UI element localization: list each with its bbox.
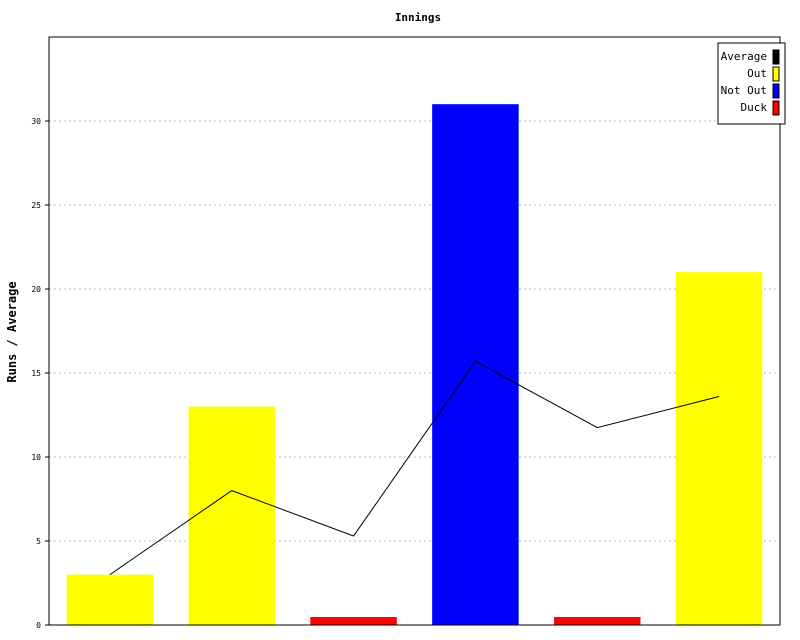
y-tick-label: 25 xyxy=(31,201,41,210)
bar-duck xyxy=(310,617,397,625)
legend-swatch-out xyxy=(772,66,780,82)
y-tick-label: 0 xyxy=(36,621,41,630)
y-axis-ticks: 0 5 10 15 20 25 30 xyxy=(31,117,49,630)
legend-swatch-average xyxy=(772,49,780,65)
bar-duck xyxy=(553,617,641,625)
average-line xyxy=(109,360,720,576)
y-tick-label: 5 xyxy=(36,537,41,546)
average-line-series xyxy=(109,360,720,576)
legend: Average Out Not Out Duck xyxy=(717,42,786,125)
y-tick-label: 30 xyxy=(31,117,41,126)
bar-out xyxy=(188,406,276,625)
legend-label-duck: Duck xyxy=(741,101,768,114)
bar-series xyxy=(66,104,763,625)
legend-swatch-not-out xyxy=(772,83,780,99)
legend-label-average: Average xyxy=(721,50,767,63)
grid-lines xyxy=(49,120,780,542)
y-axis-label: Runs / Average xyxy=(5,281,19,382)
chart-title: Innings xyxy=(395,11,441,24)
y-tick-label: 15 xyxy=(31,369,41,378)
bar-out xyxy=(675,272,763,625)
plot-frame xyxy=(48,36,781,626)
bar-not-out xyxy=(432,104,519,625)
legend-label-out: Out xyxy=(747,67,767,80)
legend-swatch-duck xyxy=(772,100,780,116)
y-tick-label: 10 xyxy=(31,453,41,462)
y-tick-label: 20 xyxy=(31,285,41,294)
bar-out xyxy=(66,574,154,625)
legend-label-not-out: Not Out xyxy=(721,84,767,97)
